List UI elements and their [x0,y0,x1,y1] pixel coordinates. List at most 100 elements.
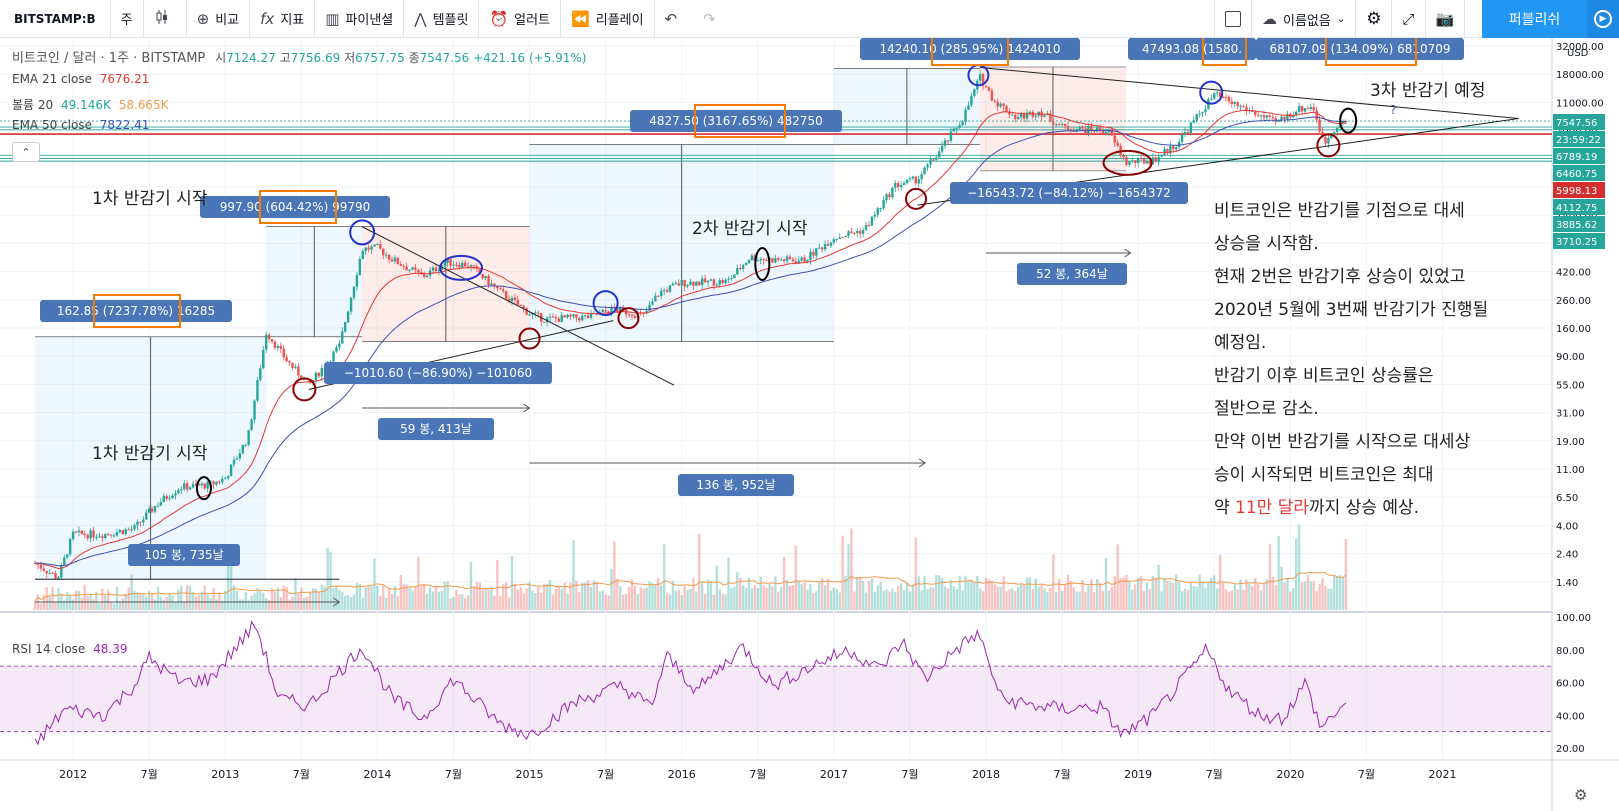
ema21-legend[interactable]: EMA 21 close 7676.21 [12,72,149,86]
volume-bar [127,587,130,610]
volume-bar [1066,574,1070,610]
volume-bar [305,596,309,610]
volume-bar [841,535,844,610]
candle-body [677,283,680,286]
compare-button[interactable]: ⊕ 비교 [187,0,251,38]
volume-bar [1318,584,1321,610]
measure-shading [35,66,1127,580]
candle-body [396,257,400,265]
volume-bar [1037,586,1040,610]
candle-body [519,304,522,306]
redo-button[interactable]: ↷ [693,0,732,38]
candle-body [560,315,563,322]
volume-bar [1289,591,1292,610]
candle-body [867,225,871,227]
candle-body [984,85,988,88]
volume-bar [1087,585,1090,610]
volume-bar [581,582,584,610]
time-tick-label: 7월 [1206,768,1223,781]
candle-body [282,348,285,358]
layout-name-button[interactable]: ☁ 이름없음 ⌄ [1252,0,1357,38]
price-tick-label: 11.00 [1556,465,1585,476]
ema50-legend[interactable]: EMA 50 close 7822.41 [12,118,149,132]
candle-body [1192,120,1195,123]
candle-body [873,214,877,217]
volume-bar [1131,589,1134,610]
candle-body [575,314,578,318]
volume-bar [1119,578,1122,610]
volume-bar [455,589,458,610]
volume-bar [976,575,979,610]
candle-body [572,314,575,317]
fullscreen-button[interactable]: ⤢ [1392,0,1426,38]
templates-button[interactable]: ⋀ 템플릿 [404,0,480,38]
volume-bar [461,594,464,610]
volume-bar [1245,579,1248,610]
volume-bar [209,597,212,610]
candle-body [191,483,195,488]
note-line: 반감기 이후 비트코인 상승률은 [1214,366,1434,386]
candle-body [534,312,537,314]
volume-bar [1084,591,1087,610]
symbol-search-button[interactable]: BITSTAMP:B [0,0,111,38]
volume-bar [902,590,906,610]
volume-bar [996,586,999,610]
time-tick-label: 7월 [1054,768,1071,781]
volume-bar [133,590,136,610]
note-target-price: 11만 달라 [1235,498,1309,518]
settings-button[interactable]: ⚙ [1356,0,1393,38]
volume-bar [858,577,862,610]
chart-style-button[interactable] [144,0,187,38]
volume-bar [241,599,244,610]
candle-body [1055,124,1058,126]
candle-body [1093,130,1096,132]
price-tick-label: 19.00 [1556,437,1585,448]
volume-bar [952,586,956,610]
financials-button[interactable]: ▥ 파이낸셜 [315,0,405,38]
candle-body [1283,116,1286,120]
publish-button[interactable]: 퍼블리쉬 [1482,0,1587,38]
volume-bar [955,589,958,610]
fullscreen-toggle-button[interactable] [1214,0,1252,38]
candle-body [1218,92,1222,97]
candle-body [1116,142,1119,146]
undo-button[interactable]: ↶ [655,0,694,38]
collapse-legend-button[interactable]: ⌃ [12,142,40,162]
volume-bar [174,602,177,610]
candle-body [1207,99,1210,110]
volume-bar [993,584,996,610]
volume-bar [428,586,432,610]
candle-body [291,362,294,368]
time-tick-label: 7월 [445,768,462,781]
volume-bar [984,577,988,610]
replay-button[interactable]: ⏪ 리플레이 [561,0,655,38]
chart-canvas[interactable]: 32000.0018000.0011000.007000.004100.0024… [0,38,1619,811]
volume-bar [668,594,672,610]
bottom-circle [1102,149,1153,176]
candle-body [756,260,759,262]
candle-body [452,264,455,266]
volume-legend[interactable]: 볼륨 20 49.146K 58.665K [12,96,169,113]
chart-settings-gear-icon[interactable]: ⚙ [1574,786,1588,804]
volume-bar [376,585,379,610]
alert-button[interactable]: ⏰ 얼러트 [479,0,562,38]
candle-body [709,279,713,281]
volume-bar [1002,576,1005,610]
candle-body [458,265,461,268]
time-tick-label: 7월 [1358,768,1375,781]
rsi-legend[interactable]: RSI 14 close 48.39 [12,642,128,656]
play-button[interactable]: ▶ [1587,0,1619,38]
snapshot-button[interactable]: 📷 [1426,0,1466,38]
candle-body [1259,115,1263,117]
volume-bar [1104,557,1108,610]
candle-body [662,290,666,292]
candle-body [1057,124,1061,126]
indicators-button[interactable]: fx 지표 [250,0,316,38]
volume-bar [964,575,967,610]
price-tick-label: 18000.00 [1556,70,1604,81]
candle-body [1125,157,1128,165]
candle-body [1251,110,1254,112]
interval-button[interactable]: 주 [111,0,144,38]
volume-bar [33,600,37,610]
volume-bar [981,591,985,610]
